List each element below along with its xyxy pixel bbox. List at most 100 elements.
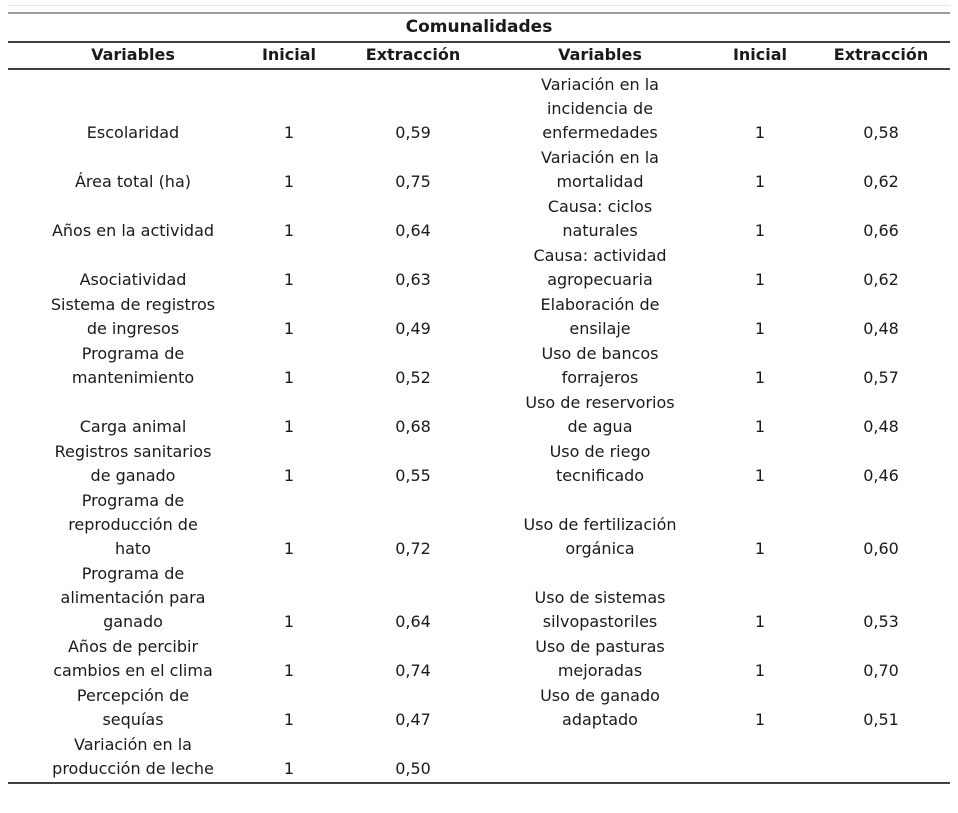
cell-inicial-left: 1 — [283, 172, 295, 191]
cell-extraccion-right: 0,70 — [863, 661, 899, 680]
cell-inicial-right: 1 — [754, 172, 766, 191]
title-bottom-rule — [8, 41, 950, 43]
cell-inicial-right: 1 — [754, 661, 766, 680]
cell-variable-right: Uso de pasturas mejoradas — [535, 637, 665, 680]
communalities-table: Comunalidades Variables Inicial Extracci… — [8, 0, 950, 784]
cell-variable-right: Uso de reservorios de agua — [525, 393, 675, 436]
cell-variable-left: Programa de alimentación para ganado — [60, 564, 206, 631]
cell-inicial-left: 1 — [283, 319, 295, 338]
cell-extraccion-left: 0,64 — [395, 612, 431, 631]
cell-variable-right: Uso de ganado adaptado — [540, 686, 660, 729]
cell-inicial-right: 1 — [754, 123, 766, 142]
cell-extraccion-right: 0,57 — [863, 368, 899, 387]
cell-extraccion-left: 0,55 — [395, 466, 431, 485]
table-row: Programa de alimentación para ganado 1 0,6… — [8, 562, 950, 635]
cell-variable-left: Años de percibir cambios en el clima — [53, 637, 213, 680]
cell-inicial-left: 1 — [283, 368, 295, 387]
cell-inicial-right: 1 — [754, 221, 766, 240]
cell-extraccion-right: 0,48 — [863, 319, 899, 338]
cell-variable-left: Área total (ha) — [74, 172, 191, 191]
table-row: Programa de reproducción de hato 1 0,72 Uso… — [8, 489, 950, 562]
cell-extraccion-right: 0,51 — [863, 710, 899, 729]
table-row: Sistema de registros de ingresos 1 0,49 Ela… — [8, 293, 950, 342]
cell-variable-left: Sistema de registros de ingresos — [50, 295, 216, 338]
top-faint-rule — [8, 5, 950, 6]
cell-extraccion-right: 0,58 — [863, 123, 899, 142]
header-extraccion-right: Extracción — [800, 43, 950, 70]
cell-inicial-right: 1 — [754, 270, 766, 289]
header-row: Variables Inicial Extracción Variables I… — [8, 43, 950, 70]
table-title: Comunalidades — [405, 17, 553, 37]
table-row: Años de percibir cambios en el clima 1 0,7… — [8, 635, 950, 684]
cell-extraccion-right: 0,46 — [863, 466, 899, 485]
cell-variable-left: Asociatividad — [79, 270, 187, 289]
cell-variable-right: Uso de bancos forrajeros — [541, 344, 659, 387]
cell-variable-left: Variación en la producción de leche — [52, 735, 214, 778]
cell-variable-right: Variación en la incidencia de enfermedad… — [541, 75, 659, 142]
cell-extraccion-right: 0,53 — [863, 612, 899, 631]
cell-extraccion-left: 0,47 — [395, 710, 431, 729]
cell-extraccion-left: 0,68 — [395, 417, 431, 436]
cell-inicial-right: 1 — [754, 612, 766, 631]
data-table: Variables Inicial Extracción Variables I… — [8, 43, 950, 784]
header-variables-right: Variables — [480, 43, 720, 70]
cell-variable-right: Uso de sistemas silvopastoriles — [534, 588, 666, 631]
cell-extraccion-left: 0,59 — [395, 123, 431, 142]
cell-inicial-left: 1 — [283, 221, 295, 240]
cell-extraccion-left: 0,63 — [395, 270, 431, 289]
table-row: Programa de mantenimiento 1 0,52 Uso de ban… — [8, 342, 950, 391]
table-row: Registros sanitarios de ganado 1 0,55 Uso d… — [8, 440, 950, 489]
cell-variable-right: Uso de fertilización orgánica — [523, 515, 677, 558]
cell-inicial-right: 1 — [754, 539, 766, 558]
cell-extraccion-right: 0,62 — [863, 270, 899, 289]
cell-inicial-left: 1 — [283, 710, 295, 729]
cell-variable-right: Causa: actividad agropecuaria — [533, 246, 667, 289]
table-header: Variables Inicial Extracción Variables I… — [8, 43, 950, 70]
cell-inicial-left: 1 — [283, 270, 295, 289]
table-row: Percepción de sequías 1 0,47 Uso de ganado … — [8, 684, 950, 733]
table-row: Carga animal 1 0,68 Uso de reservorios de a… — [8, 391, 950, 440]
cell-inicial-left: 1 — [283, 539, 295, 558]
cell-inicial-right: 1 — [754, 368, 766, 387]
cell-variable-left: Programa de reproducción de hato — [68, 491, 198, 558]
cell-variable-left: Percepción de sequías — [76, 686, 190, 729]
cell-variable-left: Años en la actividad — [51, 221, 215, 240]
header-extraccion-left: Extracción — [320, 43, 480, 70]
cell-inicial-right — [720, 733, 800, 783]
cell-variable-left: Escolaridad — [86, 123, 180, 142]
table-row: Escolaridad 1 0,59 Variación en la incidenc… — [8, 69, 950, 146]
cell-inicial-left: 1 — [283, 612, 295, 631]
cell-inicial-right: 1 — [754, 417, 766, 436]
table-row: Asociatividad 1 0,63 Causa: actividad agrop… — [8, 244, 950, 293]
cell-inicial-left: 1 — [283, 759, 295, 778]
cell-inicial-left: 1 — [283, 466, 295, 485]
cell-extraccion-left: 0,72 — [395, 539, 431, 558]
cell-variable-right: Variación en la mortalidad — [541, 148, 659, 191]
cell-variable-left: Carga animal — [79, 417, 187, 436]
cell-inicial-left: 1 — [283, 417, 295, 436]
cell-variable-right: Uso de riego tecnificado — [549, 442, 651, 485]
cell-variable-right: Causa: ciclos naturales — [547, 197, 653, 240]
cell-extraccion-left: 0,49 — [395, 319, 431, 338]
top-rule — [8, 12, 950, 14]
cell-inicial-right: 1 — [754, 466, 766, 485]
cell-variable-right — [480, 733, 720, 783]
cell-extraccion-right: 0,48 — [863, 417, 899, 436]
cell-extraccion-left: 0,52 — [395, 368, 431, 387]
header-inicial-left: Inicial — [258, 43, 320, 70]
cell-inicial-left: 1 — [283, 661, 295, 680]
cell-variable-left: Registros sanitarios de ganado — [54, 442, 212, 485]
table-row: Variación en la producción de leche 1 0,50 — [8, 733, 950, 783]
cell-variable-right: Elaboración de ensilaje — [540, 295, 660, 338]
cell-variable-left: Programa de mantenimiento — [71, 344, 195, 387]
cell-inicial-right: 1 — [754, 319, 766, 338]
header-inicial-right: Inicial — [720, 43, 800, 70]
table-row: Años en la actividad 1 0,64 Causa: ciclos n… — [8, 195, 950, 244]
cell-inicial-right: 1 — [754, 710, 766, 729]
cell-extraccion-right: 0,66 — [863, 221, 899, 240]
cell-extraccion-right: 0,62 — [863, 172, 899, 191]
cell-extraccion-left: 0,75 — [395, 172, 431, 191]
cell-extraccion-left: 0,74 — [395, 661, 431, 680]
cell-extraccion-left: 0,64 — [395, 221, 431, 240]
cell-extraccion-left: 0,50 — [395, 759, 431, 778]
